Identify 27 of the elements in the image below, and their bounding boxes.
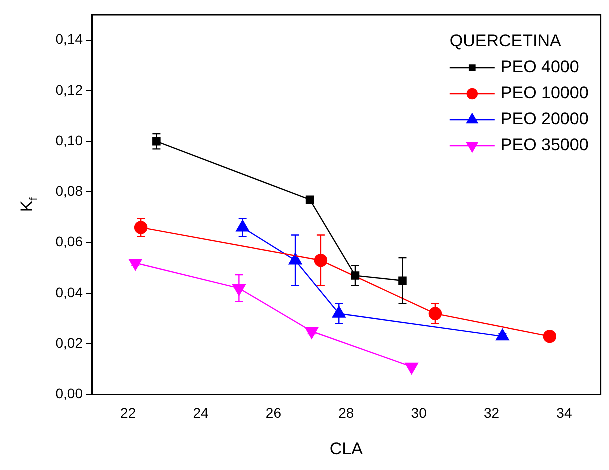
y-tick-label: 0,14 [56,31,84,48]
legend-label: PEO 10000 [500,84,589,103]
y-tick-label: 0,10 [56,132,84,148]
y-tick-label: 0,08 [56,183,84,200]
point [306,196,314,204]
x-axis-title: CLA [330,439,364,458]
legend-label: PEO 4000 [500,58,580,77]
legend-label: PEO 35000 [500,136,589,155]
x-tick-label: 32 [484,405,500,422]
x-tick-label: 24 [193,405,210,422]
legend-title: QUERCETINA [450,32,562,51]
legend-label: PEO 20000 [500,110,589,129]
y-tick-label: 0,12 [56,82,84,98]
point [543,330,557,344]
x-tick-label: 22 [120,405,136,422]
x-tick-label: 26 [266,405,282,422]
point [428,307,442,320]
y-tick-label: 0,04 [56,284,84,300]
x-tick-label: 28 [338,405,354,422]
y-tick-label: 0,06 [56,234,84,250]
y-tick-label: 0,02 [56,335,84,352]
x-tick-label: 34 [556,405,572,422]
point [314,254,328,268]
point [134,221,148,234]
x-tick-label: 30 [411,405,428,422]
y-tick-label: 0,00 [56,386,84,402]
y-axis-title: Kf [18,196,40,212]
